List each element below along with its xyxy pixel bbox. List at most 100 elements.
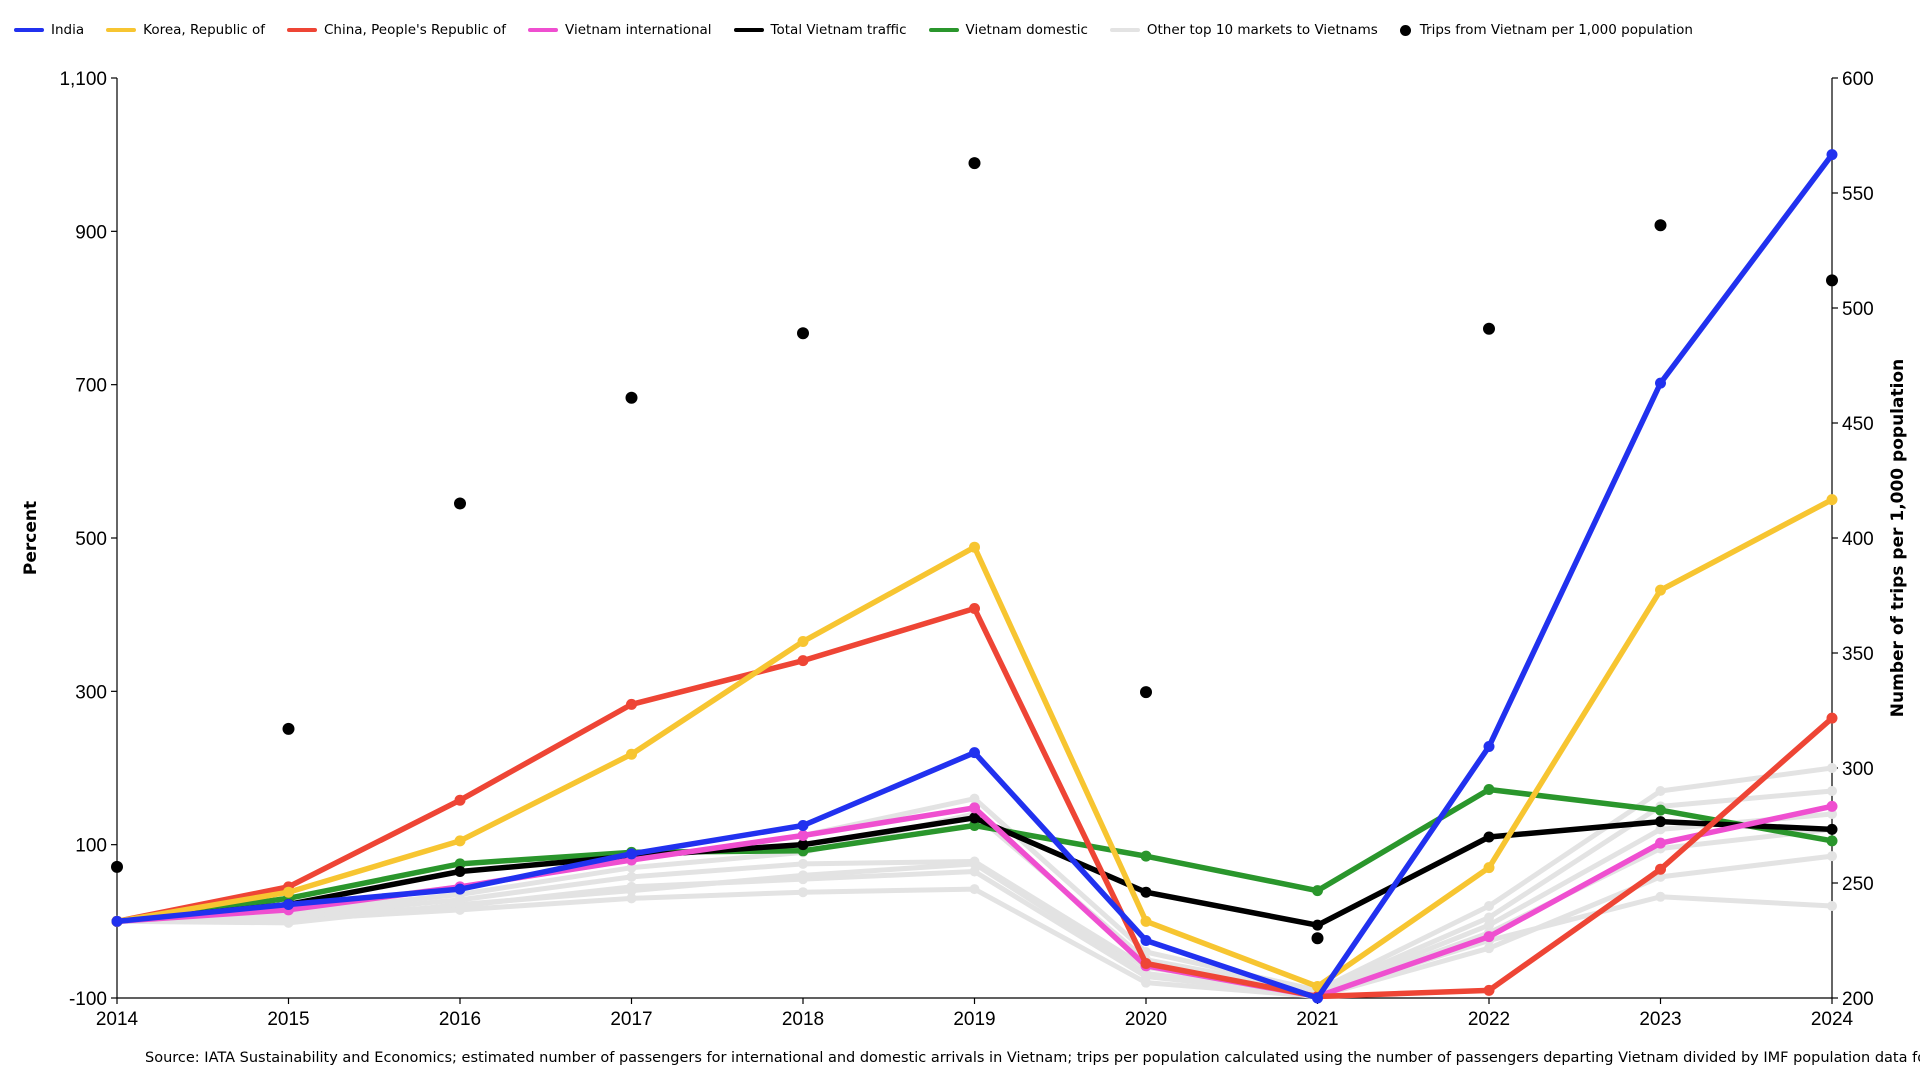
- legend-label: Vietnam international: [565, 22, 712, 38]
- y-tick-label: -100: [69, 989, 107, 1010]
- series-point: [1140, 935, 1152, 946]
- legend-item: Total Vietnam traffic: [733, 22, 907, 38]
- series-point: [1312, 992, 1323, 1004]
- series-point: [1655, 824, 1666, 835]
- legend-label: India: [51, 22, 85, 38]
- series-point: [1655, 377, 1666, 389]
- series-point: [1826, 800, 1838, 812]
- series-point: [1655, 871, 1666, 882]
- series-point: [969, 812, 980, 824]
- legend-label: Total Vietnam traffic: [770, 22, 907, 38]
- legend-swatch-icon: [928, 28, 959, 32]
- trips-dot: [968, 157, 981, 170]
- series-point: [969, 793, 980, 804]
- series-point: [1827, 851, 1837, 862]
- series-point: [454, 835, 466, 847]
- legend-label: Other top 10 markets to Vietnams: [1146, 22, 1378, 38]
- series-point: [969, 884, 980, 895]
- series-point: [454, 794, 466, 806]
- legend-item: Trips from Vietnam per 1,000 population: [1399, 22, 1693, 38]
- series-point: [1827, 763, 1837, 773]
- legend-swatch-icon: [1109, 28, 1140, 32]
- y-tick-label: 100: [75, 836, 107, 857]
- y-right-tick-label: 300: [1842, 759, 1874, 780]
- series-point: [1312, 885, 1323, 897]
- series-point: [797, 655, 809, 667]
- y-tick-label: 1,100: [59, 69, 107, 90]
- y-right-tick-label: 350: [1842, 644, 1874, 665]
- series-point: [1827, 901, 1837, 911]
- series-point: [1312, 919, 1323, 931]
- legend-swatch-icon: [287, 28, 317, 32]
- legend-label: China, People's Republic of: [324, 22, 507, 38]
- trips-dot: [1826, 274, 1838, 287]
- y-right-tick-label: 450: [1842, 414, 1874, 435]
- source-note: Source: IATA Sustainability and Economic…: [145, 1050, 1920, 1066]
- series-point: [797, 839, 809, 851]
- y-right-tick-label: 600: [1842, 69, 1874, 90]
- y-tick-label: 900: [75, 222, 107, 243]
- legend-item: Korea, Republic of: [106, 22, 265, 38]
- trips-dot: [797, 327, 809, 340]
- series-point: [1826, 494, 1838, 506]
- series-point: [1827, 809, 1837, 819]
- series-point: [1484, 920, 1494, 931]
- series-point: [969, 747, 980, 759]
- series-point: [798, 870, 808, 881]
- trips-dot: [1140, 686, 1152, 699]
- series-point: [1484, 901, 1494, 911]
- series-point: [798, 887, 808, 898]
- series-point: [1655, 863, 1666, 875]
- series-point: [626, 862, 637, 873]
- chart-legend: India Korea, Republic of China, People's R…: [14, 22, 1715, 38]
- series-point: [1826, 835, 1838, 847]
- series-point: [797, 820, 809, 831]
- y-right-tick-label: 500: [1842, 299, 1874, 320]
- legend-item: Vietnam international: [528, 22, 712, 38]
- x-tick-label: 2019: [953, 1009, 995, 1030]
- legend-item: India: [14, 22, 84, 38]
- series-point: [111, 915, 123, 927]
- series-point: [1655, 837, 1666, 849]
- y-tick-label: 700: [75, 376, 107, 397]
- series-point: [1827, 786, 1837, 796]
- series-point: [1655, 786, 1666, 796]
- series-point: [454, 858, 466, 870]
- series-point: [283, 898, 294, 910]
- series-point: [1140, 958, 1152, 969]
- trips-dot: [454, 497, 466, 510]
- series-point: [626, 871, 637, 882]
- series-point: [283, 917, 294, 928]
- y-right-tick-label: 250: [1842, 874, 1874, 895]
- legend-swatch-icon: [14, 28, 44, 32]
- series-point: [1483, 931, 1495, 943]
- trips-dot: [282, 722, 295, 735]
- series-point: [1655, 584, 1666, 596]
- x-tick-label: 2022: [1468, 1009, 1510, 1030]
- series-point: [1141, 977, 1151, 988]
- series-point: [1484, 912, 1494, 923]
- x-tick-label: 2017: [610, 1009, 652, 1030]
- x-tick-label: 2024: [1811, 1009, 1854, 1030]
- y-axis-title: Percent: [21, 501, 41, 575]
- y-right-axis-title: Number of trips per 1,000 population: [1888, 359, 1908, 717]
- trips-dot: [1654, 219, 1667, 232]
- series-point: [969, 802, 980, 814]
- series-point: [1484, 943, 1494, 954]
- y-tick-label: 500: [75, 529, 107, 550]
- y-right-tick-label: 400: [1842, 529, 1874, 550]
- series-point: [626, 698, 637, 710]
- series-point: [1483, 741, 1495, 753]
- x-tick-label: 2020: [1125, 1009, 1167, 1030]
- series-point: [454, 866, 466, 877]
- legend-swatch-icon: [733, 28, 764, 32]
- series-point: [969, 820, 980, 831]
- trips-dot: [625, 391, 638, 404]
- legend-swatch-icon: [528, 28, 559, 32]
- series-point: [1826, 712, 1838, 724]
- legend-item: China, People's Republic of: [287, 22, 506, 38]
- legend-swatch-icon: [106, 28, 137, 32]
- legend-label: Korea, Republic of: [143, 22, 265, 38]
- x-tick-label: 2015: [267, 1009, 309, 1030]
